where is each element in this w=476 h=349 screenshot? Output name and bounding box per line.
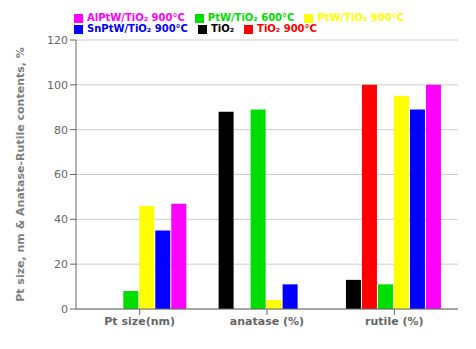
svg-text:0: 0 bbox=[61, 303, 68, 316]
svg-text:60: 60 bbox=[54, 168, 68, 181]
html-text:TiO₂: TiO₂ bbox=[210, 23, 235, 34]
svg-text:120: 120 bbox=[47, 34, 68, 47]
svg-text:rutile (%): rutile (%) bbox=[365, 315, 423, 328]
html-text:SnPtW/TiO₂ 900°C: SnPtW/TiO₂ 900°C bbox=[87, 23, 188, 34]
html-text:PtW/TiO₂ 900°C: PtW/TiO₂ 900°C bbox=[317, 12, 404, 23]
svg-text:40: 40 bbox=[54, 213, 68, 226]
html-text:PtW/TiO₂ 600°C: PtW/TiO₂ 600°C bbox=[207, 12, 295, 23]
svg-text:Pt size(nm): Pt size(nm) bbox=[104, 315, 175, 328]
svg-text:Pt size, nm & Anatase-Rutile c: Pt size, nm & Anatase-Rutile contents, % bbox=[14, 47, 27, 302]
svg-text:100: 100 bbox=[47, 79, 68, 92]
html-text:AlPtW/TiO₂ 900°C: AlPtW/TiO₂ 900°C bbox=[87, 12, 185, 23]
svg-text:80: 80 bbox=[54, 124, 68, 137]
html-text:TiO₂ 900°C: TiO₂ 900°C bbox=[257, 23, 317, 34]
svg-text:20: 20 bbox=[54, 258, 68, 271]
svg-text:anatase (%): anatase (%) bbox=[230, 315, 304, 328]
